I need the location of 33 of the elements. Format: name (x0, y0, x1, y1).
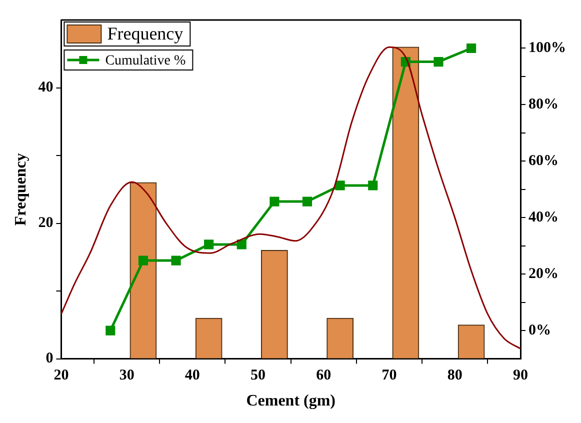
point (236, 240, 246, 250)
y-tick-label: 40 (38, 80, 54, 96)
y2-tick-label: 60% (528, 153, 558, 170)
y2-tick-label: 80% (528, 96, 558, 113)
y2-tick-label: 100% (528, 40, 566, 56)
point (138, 256, 148, 266)
point (466, 43, 476, 54)
y-tick-label: 0 (46, 350, 54, 367)
point (204, 240, 214, 250)
x-tick-label: 20 (54, 368, 69, 384)
legend-label: Cumulative % (105, 54, 186, 69)
x-axis-title: Cement (gm) (246, 392, 336, 410)
point (106, 326, 116, 336)
y2-tick-label: 40% (528, 210, 558, 226)
y2-tick-label: 0% (528, 322, 551, 338)
point (434, 57, 444, 67)
x-tick-label: 70 (382, 368, 397, 384)
y2-tick-label: 20% (528, 266, 558, 282)
x-tick-label: 40 (184, 368, 200, 384)
point (302, 196, 312, 206)
point (368, 180, 378, 190)
y-tick-label: 20 (38, 215, 54, 232)
point (171, 256, 181, 266)
x-tick-label: 60 (316, 368, 332, 384)
line-series (61, 46, 520, 350)
x-tick-label: 90 (513, 368, 528, 384)
y-axis-title: Frequency (12, 153, 30, 226)
point (335, 180, 345, 190)
x-tick-label: 30 (119, 368, 134, 384)
legend-label: Frequency (107, 24, 184, 44)
x-tick-label: 50 (250, 368, 266, 384)
point (270, 196, 280, 206)
x-tick-label: 80 (447, 368, 462, 384)
